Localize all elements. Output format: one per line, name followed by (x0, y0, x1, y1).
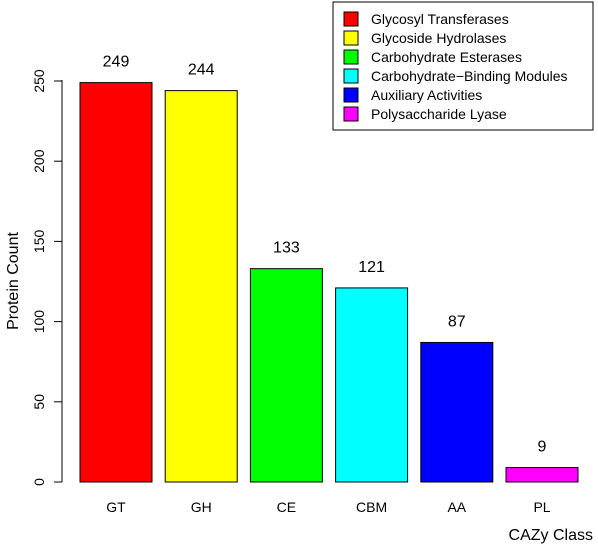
x-tick-label: AA (447, 499, 466, 515)
value-label: 121 (358, 259, 385, 276)
y-tick-label: 150 (31, 230, 47, 254)
x-tick-label: CE (277, 499, 296, 515)
bars (79, 82, 579, 483)
legend-swatch (343, 30, 359, 46)
x-tick-labels: GT GH CE CBM AA PL (106, 499, 551, 515)
value-label: 249 (103, 54, 130, 71)
legend-entry-label: Carbohydrate Esterases (371, 49, 522, 65)
legend-swatch (343, 49, 359, 65)
bar-pl (505, 467, 579, 483)
value-labels: 249 244 133 121 87 9 (103, 54, 547, 456)
x-axis-label: CAZy Class (509, 527, 593, 544)
legend-swatch (343, 87, 359, 103)
legend-box (332, 1, 594, 131)
x-tick-label: GT (106, 499, 126, 515)
legend: Glycosyl Transferases Glycoside Hydrolase… (332, 1, 594, 131)
x-tick-label: PL (533, 499, 550, 515)
y-tick-label: 0 (31, 478, 47, 486)
y-tick-label: 100 (31, 310, 47, 334)
y-tick-label: 200 (31, 149, 47, 173)
legend-entry-label: Glycosyl Transferases (371, 11, 509, 27)
y-axis-label: Protein Count (5, 232, 22, 330)
y-axis-ticks: 0 50 100 150 200 250 (31, 69, 62, 486)
bar-cbm (335, 287, 409, 483)
legend-entry-label: Polysaccharide Lyase (371, 106, 507, 122)
value-label: 9 (538, 439, 547, 456)
legend-entry-label: Glycoside Hydrolases (371, 30, 506, 46)
value-label: 87 (448, 313, 466, 330)
legend-swatch (343, 11, 359, 27)
bar-aa (420, 341, 494, 483)
legend-entry-label: Auxiliary Activities (371, 87, 482, 103)
x-tick-label: GH (191, 499, 212, 515)
x-tick-label: CBM (356, 499, 387, 515)
legend-entry-label: Carbohydrate−Binding Modules (371, 68, 568, 84)
y-tick-label: 50 (31, 394, 47, 410)
bar-gt (79, 82, 153, 483)
legend-swatch (343, 106, 359, 122)
bar-gh (164, 90, 238, 483)
y-tick-label: 250 (31, 69, 47, 93)
value-label: 133 (273, 240, 300, 257)
legend-swatch (343, 68, 359, 84)
value-label: 244 (188, 62, 215, 79)
bar-ce (249, 268, 323, 483)
